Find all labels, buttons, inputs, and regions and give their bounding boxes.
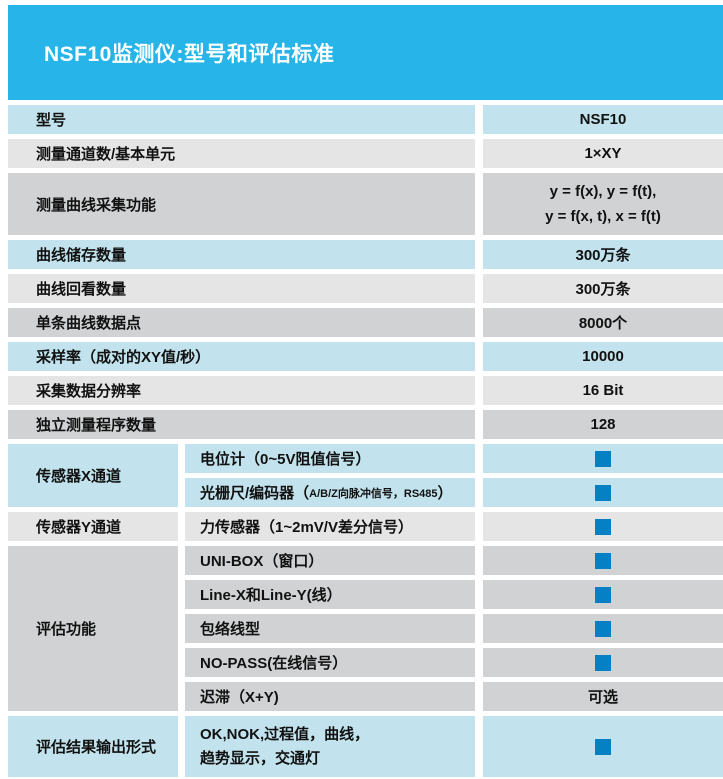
included-square-icon [595,484,611,501]
group-evaluation: 评估功能 UNI-BOX（窗口） Line-X和Line-Y(线） 包络线型 [8,546,723,711]
subrow-encoder: 光栅尺/编码器（ A/B/Z向脉冲信号，RS485） [185,478,723,507]
page-title: NSF10监测仪:型号和评估标准 [44,42,335,66]
table-row-sample-rate: 采样率（成对的XY值/秒） 10000 [8,342,723,371]
feature-value [483,614,723,643]
feature-value [483,512,723,541]
row-value: NSF10 [483,105,723,134]
value-line-2: y = f(x, t), x = f(t) [545,207,661,225]
feature-label: 光栅尺/编码器（ A/B/Z向脉冲信号，RS485） [185,478,475,507]
row-label: 测量曲线采集功能 [8,173,475,235]
row-value: 300万条 [483,240,723,269]
table-row-curve-storage: 曲线储存数量 300万条 [8,240,723,269]
row-value: 16 Bit [483,376,723,405]
feature-value [483,444,723,473]
feature-line-2: 趋势显示，交通灯 [200,750,321,767]
table-row-model: 型号 NSF10 [8,105,723,134]
group-label: 传感器Y通道 [8,512,178,541]
row-value: 300万条 [483,274,723,303]
group-label: 评估结果输出形式 [8,716,178,777]
included-square-icon [595,450,611,467]
row-value: y = f(x), y = f(t), y = f(x, t), x = f(t… [483,173,723,235]
row-value: 8000个 [483,308,723,337]
row-label: 单条曲线数据点 [8,308,475,337]
row-label: 型号 [8,105,475,134]
subrow-envelope: 包络线型 [185,614,723,643]
feature-label-suffix: ） [437,485,453,502]
feature-label: UNI-BOX（窗口） [185,546,475,575]
row-label: 采集数据分辨率 [8,376,475,405]
table-row-channels: 测量通道数/基本单元 1×XY [8,139,723,168]
feature-value: 可选 [483,682,723,711]
table-row-datapoints: 单条曲线数据点 8000个 [8,308,723,337]
group-subrows: OK,NOK,过程值，曲线， 趋势显示，交通灯 [185,716,723,777]
group-label: 评估功能 [8,546,178,711]
row-value: 10000 [483,342,723,371]
group-sensor-x: 传感器X通道 电位计（0~5V阻值信号） 光栅尺/编码器（ A/B/Z向脉冲信号，… [8,444,723,507]
row-label: 曲线回看数量 [8,274,475,303]
subrow-potentiometer: 电位计（0~5V阻值信号） [185,444,723,473]
row-value: 128 [483,410,723,439]
table-row-resolution: 采集数据分辨率 16 Bit [8,376,723,405]
title-bar: NSF10监测仪:型号和评估标准 [8,5,723,100]
group-sensor-y: 传感器Y通道 力传感器（1~2mV/V差分信号） [8,512,723,541]
feature-value [483,648,723,677]
group-label: 传感器X通道 [8,444,178,507]
group-subrows: 力传感器（1~2mV/V差分信号） [185,512,723,541]
table-row-curve-acquisition: 测量曲线采集功能 y = f(x), y = f(t), y = f(x, t)… [8,173,723,235]
subrow-force-sensor: 力传感器（1~2mV/V差分信号） [185,512,723,541]
feature-label: OK,NOK,过程值，曲线， 趋势显示，交通灯 [185,716,475,777]
group-subrows: UNI-BOX（窗口） Line-X和Line-Y(线） 包络线型 [185,546,723,711]
feature-label: 包络线型 [185,614,475,643]
spec-table: 型号 NSF10 测量通道数/基本单元 1×XY 测量曲线采集功能 y = f(… [8,105,723,777]
subrow-no-pass: NO-PASS(在线信号） [185,648,723,677]
feature-value [483,716,723,777]
feature-value [483,546,723,575]
row-label: 曲线储存数量 [8,240,475,269]
subrow-hysteresis: 迟滞（X+Y) 可选 [185,682,723,711]
feature-value [483,580,723,609]
feature-label-detail: A/B/Z向脉冲信号，RS485 [309,487,438,500]
feature-label: NO-PASS(在线信号） [185,648,475,677]
subrow-unibox: UNI-BOX（窗口） [185,546,723,575]
row-label: 测量通道数/基本单元 [8,139,475,168]
group-subrows: 电位计（0~5V阻值信号） 光栅尺/编码器（ A/B/Z向脉冲信号，RS485） [185,444,723,507]
feature-line-1: OK,NOK,过程值，曲线， [200,725,370,743]
feature-label: 力传感器（1~2mV/V差分信号） [185,512,475,541]
subrow-output: OK,NOK,过程值，曲线， 趋势显示，交通灯 [185,716,723,777]
table-row-curve-review: 曲线回看数量 300万条 [8,274,723,303]
table-row-programs: 独立测量程序数量 128 [8,410,723,439]
included-square-icon [595,620,611,637]
subrow-line-xy: Line-X和Line-Y(线） [185,580,723,609]
feature-label: 电位计（0~5V阻值信号） [185,444,475,473]
included-square-icon [595,552,611,569]
feature-value [483,478,723,507]
row-value: 1×XY [483,139,723,168]
feature-label-prefix: 光栅尺/编码器（ [200,485,310,502]
included-square-icon [595,738,611,755]
included-square-icon [595,654,611,671]
feature-label: Line-X和Line-Y(线） [185,580,475,609]
row-label: 采样率（成对的XY值/秒） [8,342,475,371]
included-square-icon [595,518,611,535]
value-line-1: y = f(x), y = f(t), [549,183,657,201]
feature-label: 迟滞（X+Y) [185,682,475,711]
row-output-format: 评估结果输出形式 OK,NOK,过程值，曲线， 趋势显示，交通灯 [8,716,723,777]
row-label: 独立测量程序数量 [8,410,475,439]
included-square-icon [595,586,611,603]
